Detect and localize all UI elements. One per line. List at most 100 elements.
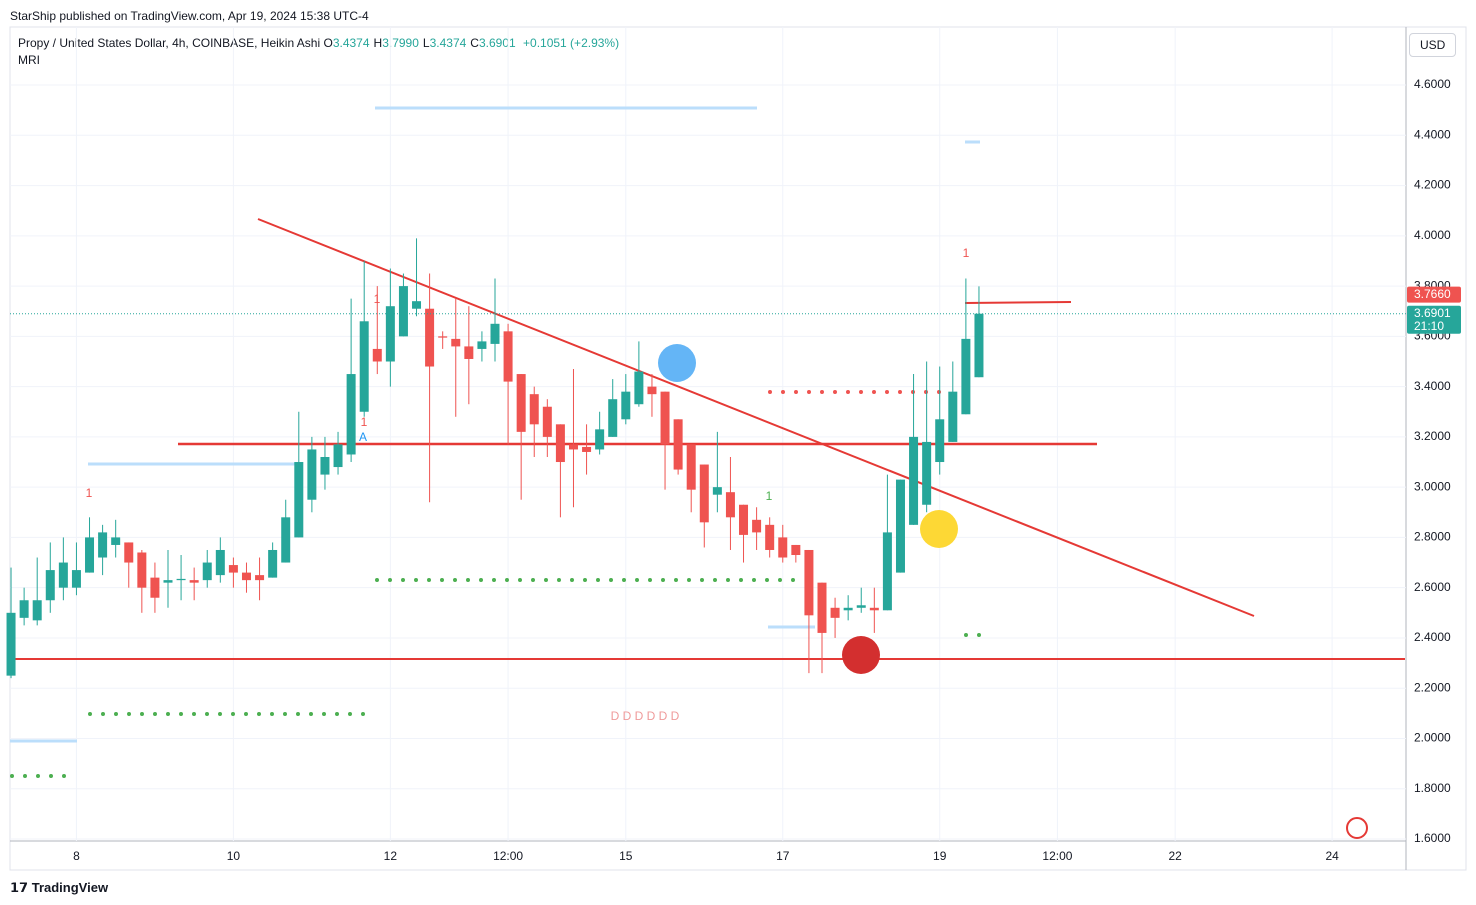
candle-body xyxy=(909,436,919,525)
candle-body xyxy=(830,607,840,618)
emoji xyxy=(842,636,880,674)
price-tag-label: 3.6901 xyxy=(1414,306,1451,320)
candle-body xyxy=(660,391,670,445)
candle-body xyxy=(935,419,945,463)
candle-body xyxy=(922,441,932,505)
y-tick-label: 2.6000 xyxy=(1414,580,1451,594)
ohlc-value: 3.4374 xyxy=(332,36,370,50)
emoji xyxy=(920,510,958,548)
candle-body xyxy=(320,456,330,475)
marker: 1 xyxy=(361,415,368,429)
frame xyxy=(9,26,1467,871)
x-tick-label: 22 xyxy=(1168,849,1182,863)
y-tick-label: 4.4000 xyxy=(1414,127,1451,141)
y-tick-label: 2.2000 xyxy=(1414,680,1451,694)
brand: 𝟭𝟳 TradingView xyxy=(10,880,109,895)
y-tick-label: 3.0000 xyxy=(1414,479,1451,493)
candle-body xyxy=(58,562,68,588)
candle-body xyxy=(464,346,474,359)
flag-icon[interactable] xyxy=(1346,817,1368,839)
candle-body xyxy=(621,391,631,420)
candle-body xyxy=(294,462,304,538)
x-tick-label: 10 xyxy=(227,849,241,863)
candle-body xyxy=(516,374,526,432)
price-tag-label: 3.7660 xyxy=(1414,287,1451,301)
candle-body xyxy=(438,336,448,338)
grid xyxy=(10,27,1406,841)
candles xyxy=(6,238,1406,679)
y-tick-label: 4.6000 xyxy=(1414,77,1451,91)
candle-body xyxy=(241,572,251,581)
candle-body xyxy=(281,517,291,563)
candle-body xyxy=(686,444,696,490)
candle-body xyxy=(974,313,984,378)
annotations: 1 1 1 1 1 A D D D D D D xyxy=(86,246,970,723)
candle-body xyxy=(752,519,762,533)
candle-body xyxy=(333,444,343,468)
ohlc-key: C xyxy=(470,36,479,50)
candle-body xyxy=(451,338,461,347)
y-tick-label: 3.4000 xyxy=(1414,379,1451,393)
symbol-title: Propy / United States Dollar, 4h, COINBA… xyxy=(18,36,321,50)
candle-body xyxy=(268,549,278,578)
candle-body xyxy=(6,612,16,676)
candle-body xyxy=(542,406,552,437)
signal-text: D D D D D D xyxy=(611,709,680,723)
candle-body xyxy=(255,575,265,581)
brand-name: TradingView xyxy=(31,880,109,895)
price-countdown: 21:10 xyxy=(1414,319,1444,333)
candle-body xyxy=(359,321,369,412)
candle-body xyxy=(699,464,709,523)
candle-body xyxy=(228,565,238,573)
candle-body xyxy=(19,600,29,618)
candle-body xyxy=(791,544,801,556)
candle-body xyxy=(71,570,81,588)
axes: 4.60004.40004.20004.00003.80003.60003.40… xyxy=(73,77,1461,863)
marker: 1 xyxy=(766,489,773,503)
y-tick-label: 1.6000 xyxy=(1414,831,1451,845)
y-tick-label: 2.4000 xyxy=(1414,630,1451,644)
candle-body xyxy=(582,446,592,452)
ohlc-key: O xyxy=(323,36,333,50)
candle-body xyxy=(739,504,749,535)
candle-body xyxy=(215,549,225,576)
y-tick-label: 3.2000 xyxy=(1414,429,1451,443)
candle-body xyxy=(477,341,487,349)
candle-body xyxy=(412,301,422,309)
candle-body xyxy=(882,532,892,611)
candle-body xyxy=(673,419,683,470)
y-tick-label: 2.0000 xyxy=(1414,731,1451,745)
publisher: StarShip published on TradingView.com, A… xyxy=(10,9,369,23)
price-tag xyxy=(1407,286,1461,303)
legend: Propy / United States Dollar, 4h, COINBA… xyxy=(18,36,619,50)
emoji xyxy=(658,344,696,382)
candle-body xyxy=(765,524,775,550)
x-tick-label: 12:00 xyxy=(1042,849,1072,863)
marker: A xyxy=(359,430,367,444)
candle-body xyxy=(124,542,134,563)
candle-body xyxy=(895,479,905,573)
candle-body xyxy=(32,600,42,621)
candle-body xyxy=(869,607,879,611)
x-tick-label: 12:00 xyxy=(493,849,523,863)
ohlc: O3.4374 H3.7990 L3.4374 C3.6901 xyxy=(323,36,519,50)
candle-body xyxy=(712,487,722,495)
candle-body xyxy=(856,605,866,608)
candle-body xyxy=(725,492,735,518)
ohlc-key: H xyxy=(373,36,383,50)
currency-button[interactable]: USD xyxy=(1409,33,1457,57)
y-tick-label: 2.8000 xyxy=(1414,530,1451,544)
candle-body xyxy=(189,580,199,583)
ohlc-value: 3.6901 xyxy=(478,36,516,50)
candle-body xyxy=(137,552,147,588)
candle-body xyxy=(961,338,971,415)
x-tick-label: 17 xyxy=(776,849,790,863)
candle-body xyxy=(98,532,108,558)
candle-body xyxy=(150,577,160,598)
ohlc-value: 3.4374 xyxy=(429,36,467,50)
candle-body xyxy=(425,308,435,367)
candle-body xyxy=(608,399,618,437)
candle-body xyxy=(111,537,121,545)
candle-body xyxy=(529,394,539,425)
